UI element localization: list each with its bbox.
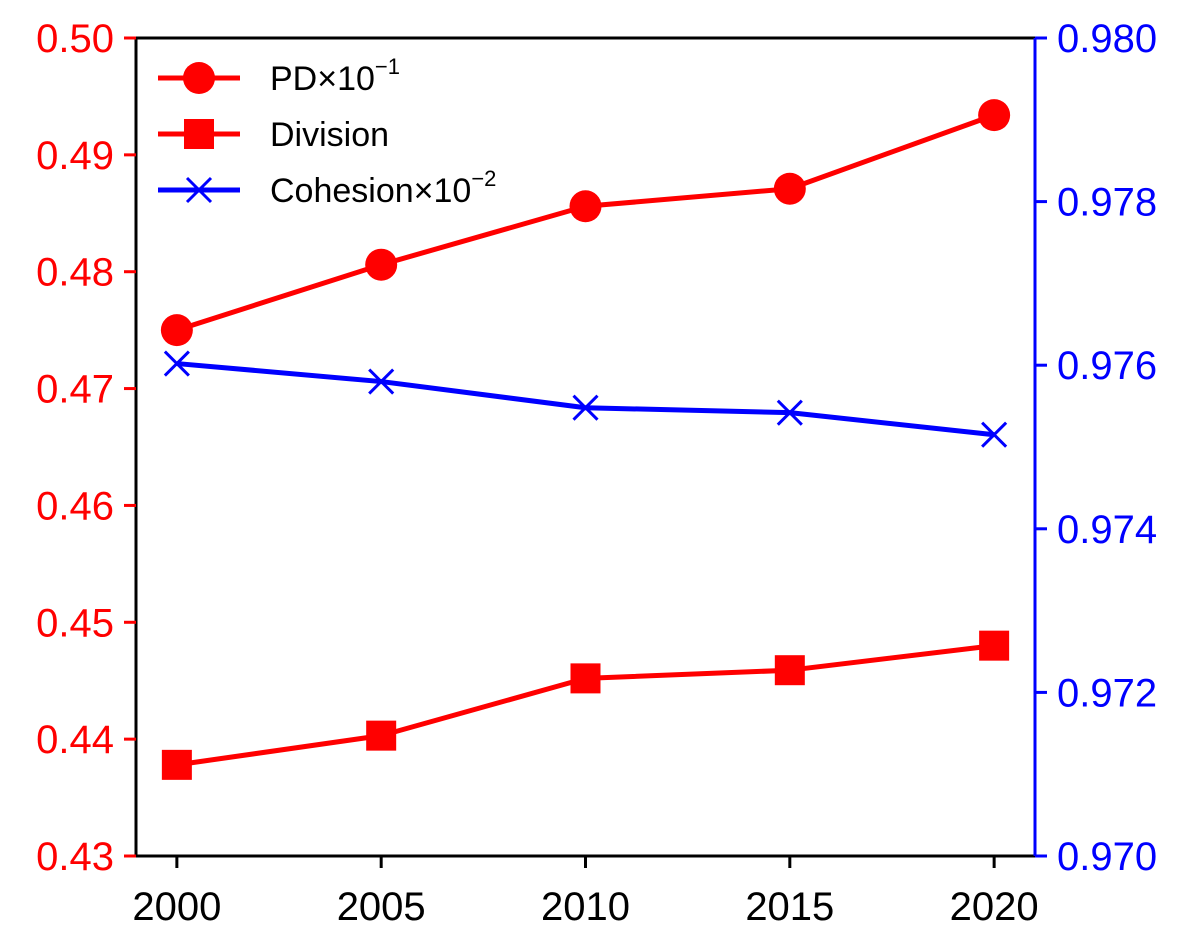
series-0 [160,99,1011,347]
left-tick-label: 0.45 [36,601,114,645]
left-tick-label: 0.44 [36,718,114,762]
series-1 [161,630,1010,780]
right-tick-label: 0.980 [1057,17,1157,61]
left-tick-label: 0.49 [36,134,114,178]
legend-label-text: Division [270,116,389,154]
x-marker-stroke [981,421,1008,448]
data-point [979,630,1010,661]
data-point [570,663,601,694]
x-marker-stroke [572,394,599,421]
legend-label-text: PD×10 [270,60,375,98]
data-point [163,350,190,377]
x-marker-stroke [163,350,190,377]
left-tick-label: 0.48 [36,251,114,295]
x-tick-label: 2005 [337,885,426,929]
data-point [776,399,803,426]
data-point [981,421,1008,448]
legend-entry: Cohesion×10−2 [158,166,496,210]
legend-label-exponent: −1 [375,54,400,79]
legend-marker [184,119,214,149]
right-tick-label: 0.974 [1057,508,1157,552]
legend-label-exponent: −2 [471,166,496,191]
data-point [774,655,805,686]
series-2 [163,350,1008,448]
x-tick-label: 2010 [541,885,630,929]
x-marker-stroke [776,399,803,426]
left-tick-label: 0.46 [36,484,114,528]
data-point [773,172,806,205]
x-tick-label: 2015 [745,885,834,929]
x-axis: 2000 2005 2010 2015 2020 [132,856,1039,929]
right-tick-label: 0.978 [1057,181,1157,225]
series-line [176,361,995,438]
x-marker-stroke [185,176,213,204]
right-tick-label: 0.970 [1057,835,1157,879]
left-tick-label: 0.50 [36,17,114,61]
legend: PD×10−1 Division Cohesion×10−2 [158,54,496,210]
left-tick-label: 0.47 [36,368,114,412]
data-point [569,190,602,223]
legend-entry: Division [158,116,389,154]
data-point [365,248,398,281]
x-marker-stroke [368,368,395,395]
legend-label: Division [270,116,389,154]
legend-marker [183,62,215,94]
left-tick-label: 0.43 [36,835,114,879]
legend-marker [185,176,213,204]
x-tick-label: 2020 [950,885,1039,929]
right-tick-label: 0.972 [1057,671,1157,715]
data-point [368,368,395,395]
right-tick-label: 0.976 [1057,344,1157,388]
data-point [366,720,397,751]
left-y-axis: 0.43 0.44 0.45 0.46 0.47 0.48 0.49 0.50 [36,17,136,879]
data-point [572,394,599,421]
legend-label: Cohesion×10−2 [270,166,496,210]
data-point [161,749,192,780]
series-layer [160,99,1011,780]
plot-frame [134,36,1037,858]
legend-entry: PD×10−1 [158,54,400,98]
data-point [978,99,1011,132]
x-tick-label: 2000 [132,885,221,929]
legend-label-text: Cohesion×10 [270,172,471,210]
right-y-axis: 0.970 0.972 0.974 0.976 0.978 0.980 [1035,17,1157,879]
legend-label: PD×10−1 [270,54,400,98]
data-point [160,314,193,347]
